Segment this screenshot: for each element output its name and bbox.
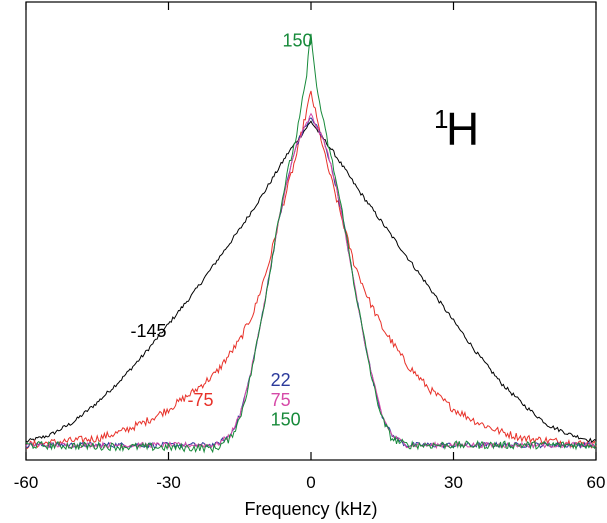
- nucleus-label: 1 H: [434, 103, 479, 155]
- curve-label: 150: [271, 409, 301, 429]
- curve-label: -145: [131, 321, 167, 341]
- nucleus-element: H: [446, 103, 479, 155]
- series-line: [25, 120, 597, 444]
- curve-label: 150: [283, 30, 313, 50]
- series-line: [25, 112, 597, 450]
- curve-label: -75: [188, 390, 214, 410]
- x-tick-label: 30: [444, 473, 463, 492]
- x-tick-label: -60: [14, 473, 39, 492]
- series-layer: [25, 33, 597, 454]
- nucleus-mass-number: 1: [434, 104, 448, 134]
- x-tick-label: 60: [587, 473, 606, 492]
- x-tick-label: 0: [306, 473, 315, 492]
- plot-frame: [25, 1, 597, 461]
- series-line: [25, 90, 597, 449]
- x-tick-label: -30: [156, 473, 181, 492]
- curve-label: 22: [271, 370, 291, 390]
- series-line: [25, 117, 597, 450]
- x-axis-title: Frequency (kHz): [244, 499, 377, 519]
- curve-label: 75: [271, 390, 291, 410]
- x-axis-ticks: -60 -30 0 30 60: [14, 2, 606, 492]
- series-line: [25, 33, 597, 454]
